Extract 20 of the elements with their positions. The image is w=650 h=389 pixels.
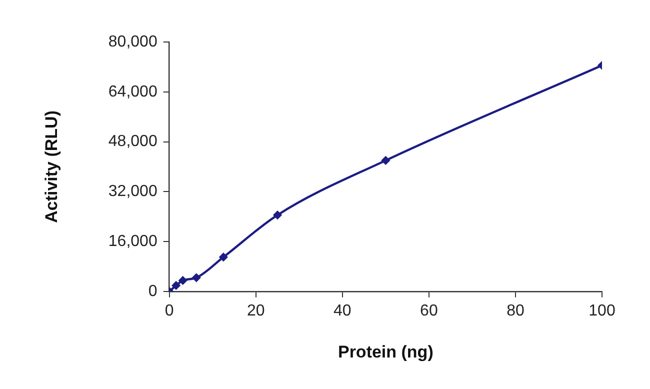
y-tick-label: 64,000 xyxy=(108,83,158,100)
x-tick-label: 0 xyxy=(164,302,174,320)
y-tick-label: 0 xyxy=(148,282,158,300)
x-tick-label: 40 xyxy=(334,302,352,320)
y-tick-label: 16,000 xyxy=(108,232,158,250)
point xyxy=(192,274,200,282)
y-tick-label: 80,000 xyxy=(108,33,158,50)
point xyxy=(178,276,187,285)
x-tick-label: 60 xyxy=(420,302,438,320)
x-tick-label: 20 xyxy=(246,302,265,320)
x-axis-title: Protein (ng) xyxy=(338,342,434,362)
y-axis-title: Activity (RLU) xyxy=(42,110,61,223)
y-tick-label: 32,000 xyxy=(108,183,158,200)
point xyxy=(273,210,282,220)
y-tick-label: 48,000 xyxy=(108,133,158,150)
point xyxy=(172,281,180,290)
point xyxy=(219,253,228,262)
x-tick-label: 80 xyxy=(506,302,524,320)
x-tick-label: 100 xyxy=(588,302,616,320)
point xyxy=(382,156,390,165)
